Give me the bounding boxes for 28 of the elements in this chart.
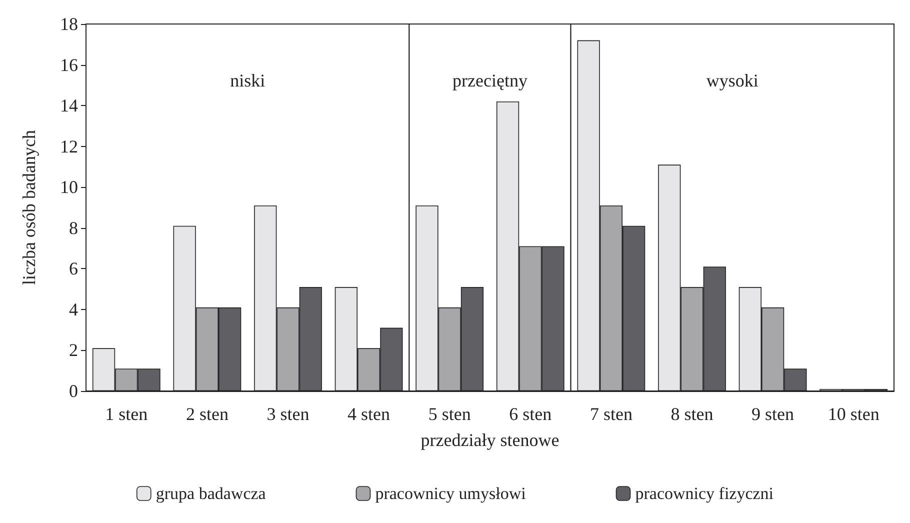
x-tick-label: 2 sten: [186, 404, 228, 424]
x-tick-label: 9 sten: [752, 404, 794, 424]
y-tick-label: 6: [69, 258, 78, 279]
y-tick-label: 14: [60, 96, 78, 116]
x-tick-label: 10 sten: [828, 404, 880, 424]
y-tick-label: 16: [60, 54, 78, 75]
y-tick-label: 10: [60, 177, 78, 198]
y-tick-label: 4: [69, 299, 78, 320]
band-label: przeciętny: [452, 70, 528, 90]
legend-label: pracownicy fizyczni: [635, 484, 774, 503]
x-tick-label: 5 sten: [428, 404, 471, 424]
x-tick-label: 3 sten: [266, 404, 310, 424]
band-label: wysoki: [706, 70, 758, 90]
y-tick-label: 8: [69, 218, 78, 238]
x-tick-label: 8 sten: [670, 404, 714, 424]
x-tick-label: 1 sten: [105, 404, 148, 424]
x-tick-label: 6 sten: [509, 404, 552, 424]
y-tick-label: 0: [69, 381, 78, 401]
legend-label: grupa badawcza: [156, 484, 266, 503]
x-axis-title: przedziały stenowe: [420, 430, 560, 450]
y-axis-title: liczba osób badanych: [19, 130, 39, 285]
x-tick-label: 7 sten: [590, 404, 632, 424]
y-tick-label: 2: [69, 340, 78, 360]
legend-label: pracownicy umysłowi: [375, 484, 526, 503]
y-tick-label: 18: [60, 14, 78, 34]
band-label: niski: [230, 70, 266, 90]
y-tick-label: 12: [60, 136, 78, 156]
x-tick-label: 4 sten: [348, 404, 390, 424]
